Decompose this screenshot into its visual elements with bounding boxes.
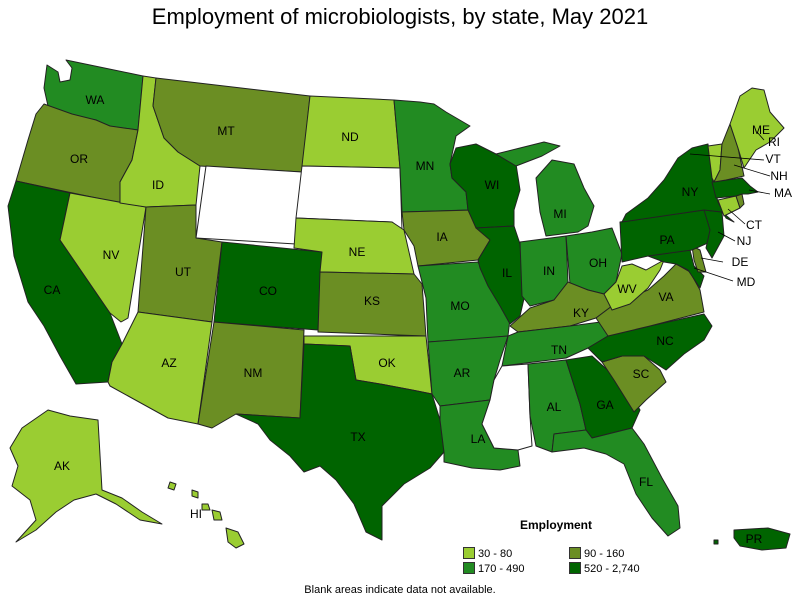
state-label-nh: NH: [770, 169, 787, 183]
map-title: Employment of microbiologists, by state,…: [151, 4, 649, 29]
state-label-vt: VT: [765, 152, 781, 166]
legend-swatch-4: [569, 562, 581, 574]
pr-island: [713, 539, 719, 545]
state-mi[interactable]: [495, 141, 595, 237]
legend-label-4: 520 - 2,740: [584, 563, 640, 575]
state-label-ct: CT: [746, 218, 763, 232]
state-label-la: LA: [471, 432, 486, 446]
state-label-tn: TN: [551, 343, 567, 357]
state-label-in: IN: [543, 264, 555, 278]
state-label-pa: PA: [659, 233, 674, 247]
state-label-ma: MA: [774, 186, 792, 200]
legend-item-3: 170 - 490: [463, 562, 524, 575]
legend-swatch-3: [463, 562, 475, 574]
state-de[interactable]: [691, 245, 707, 273]
state-label-ut: UT: [175, 265, 192, 279]
no-data-note: Blank areas indicate data not available.: [304, 584, 496, 596]
state-label-mt: MT: [217, 124, 235, 138]
state-label-co: CO: [259, 284, 277, 298]
state-label-ga: GA: [596, 398, 613, 412]
state-label-id: ID: [152, 178, 164, 192]
state-label-ky: KY: [573, 306, 589, 320]
state-label-nv: NV: [103, 248, 120, 262]
state-label-fl: FL: [639, 475, 653, 489]
state-fl[interactable]: [551, 427, 681, 537]
state-label-nc: NC: [656, 334, 674, 348]
state-label-ak: AK: [54, 459, 70, 473]
state-wy[interactable]: [195, 165, 303, 245]
state-label-pr: PR: [746, 532, 763, 546]
state-label-nj: NJ: [737, 234, 752, 248]
state-me[interactable]: [729, 87, 785, 169]
state-pr[interactable]: [733, 527, 791, 551]
state-label-va: VA: [658, 290, 673, 304]
state-label-ca: CA: [44, 283, 61, 297]
state-md[interactable]: [647, 249, 705, 289]
state-label-ks: KS: [364, 294, 380, 308]
state-tx[interactable]: [235, 343, 445, 541]
legend-label-1: 30 - 80: [478, 548, 513, 560]
legend-swatch-1: [463, 547, 475, 559]
state-hi[interactable]: [167, 481, 245, 549]
state-label-ar: AR: [454, 366, 471, 380]
state-label-sc: SC: [633, 367, 650, 381]
state-label-tx: TX: [350, 430, 365, 444]
state-il[interactable]: [475, 225, 527, 325]
state-label-ny: NY: [682, 185, 699, 199]
state-label-il: IL: [502, 266, 512, 280]
legend-item-4: 520 - 2,740: [569, 562, 640, 575]
state-label-me: ME: [752, 123, 770, 137]
state-label-mi: MI: [553, 207, 566, 221]
state-label-oh: OH: [589, 256, 607, 270]
state-label-ri: RI: [768, 135, 780, 149]
label-leader-lines: [689, 131, 771, 282]
state-label-or: OR: [70, 152, 88, 166]
state-label-ok: OK: [378, 356, 395, 370]
state-label-hi: HI: [190, 507, 202, 521]
state-label-mo: MO: [450, 299, 469, 313]
legend-label-2: 90 - 160: [584, 548, 625, 560]
state-label-wi: WI: [485, 178, 500, 192]
state-ak[interactable]: [9, 409, 163, 543]
state-label-wv: WV: [617, 282, 636, 296]
state-label-ia: IA: [436, 230, 447, 244]
state-label-mn: MN: [416, 159, 435, 173]
legend-item-2: 90 - 160: [569, 547, 624, 560]
state-label-de: DE: [732, 255, 749, 269]
state-label-nm: NM: [244, 366, 263, 380]
state-ma[interactable]: [711, 177, 759, 199]
state-label-wa: WA: [86, 93, 105, 107]
legend-title: Employment: [520, 518, 593, 532]
state-az[interactable]: [107, 311, 213, 425]
state-label-ne: NE: [349, 245, 366, 259]
state-ks[interactable]: [317, 271, 427, 337]
state-ga[interactable]: [565, 355, 641, 439]
legend-item-1: 30 - 80: [463, 547, 512, 560]
state-label-az: AZ: [161, 356, 176, 370]
state-label-md: MD: [737, 275, 756, 289]
legend-swatch-2: [569, 547, 581, 559]
legend-label-3: 170 - 490: [478, 563, 525, 575]
state-label-nd: ND: [341, 130, 359, 144]
state-label-al: AL: [547, 400, 562, 414]
